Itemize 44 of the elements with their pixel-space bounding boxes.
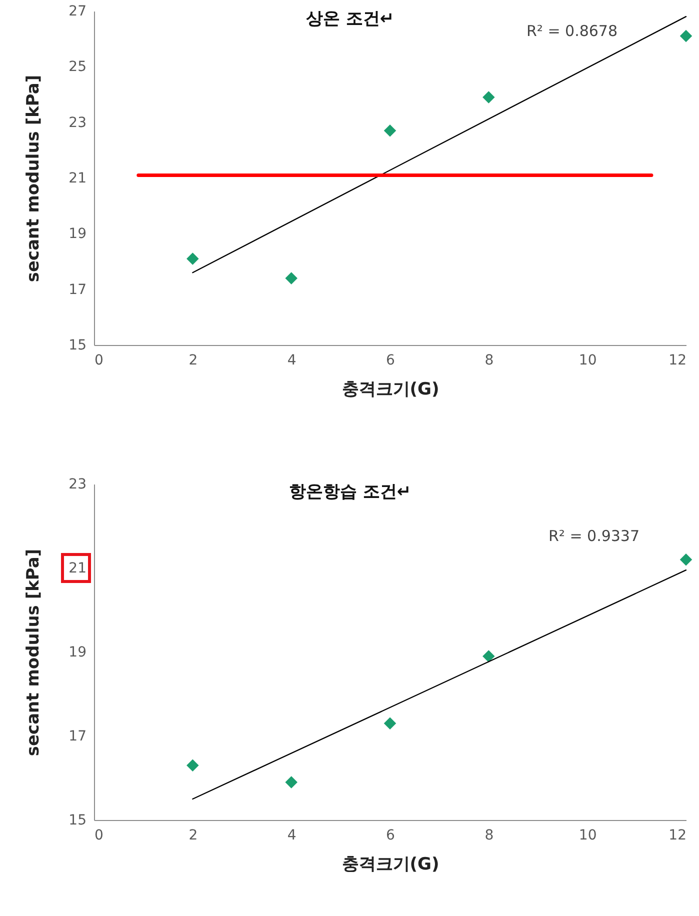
x-tick-label: 4 — [287, 828, 296, 844]
x-axis-title: 충격크기(G) — [342, 854, 440, 874]
chart-title: 상온 조건↵ — [306, 9, 394, 29]
y-axis-title: secant modulus [kPa] — [24, 548, 44, 756]
point — [482, 650, 495, 662]
x-tick-label: 4 — [287, 352, 296, 368]
y-tick-label: 23 — [68, 476, 86, 492]
point — [186, 252, 199, 265]
point — [384, 717, 396, 730]
x-tick-label: 8 — [484, 828, 494, 844]
point — [680, 30, 692, 42]
point — [285, 272, 298, 284]
y-tick-label: 17 — [68, 282, 86, 298]
y-tick-label: 19 — [68, 226, 86, 242]
point — [680, 553, 692, 566]
x-tick-label: 6 — [386, 352, 396, 368]
y-tick-label: 25 — [68, 59, 86, 76]
y-axis-title: secant modulus [kPa] — [24, 74, 44, 282]
chart-title: 항온항습 조건↵ — [288, 482, 412, 502]
y-tick-label: 19 — [68, 644, 86, 660]
point — [186, 759, 199, 772]
x-tick-label: 8 — [484, 352, 494, 368]
x-tick-label: 0 — [94, 828, 104, 844]
y-tick-label: 21 — [68, 170, 86, 186]
x-tick-label: 12 — [668, 352, 686, 368]
annotation: R² = 0.9337 — [548, 527, 640, 545]
x-tick-label: 2 — [188, 352, 198, 368]
y-tick-label: 21 — [68, 560, 86, 576]
y-tick-label: 15 — [68, 338, 86, 354]
point — [482, 91, 495, 104]
point — [285, 776, 298, 788]
x-tick-label: 6 — [386, 828, 396, 844]
x-tick-label: 10 — [578, 352, 597, 368]
annotation: R² = 0.8678 — [526, 22, 618, 40]
x-tick-label: 2 — [188, 828, 198, 844]
x-tick-label: 12 — [668, 828, 686, 844]
y-tick-label: 23 — [68, 114, 86, 131]
point — [384, 124, 396, 137]
x-axis-title: 충격크기(G) — [342, 380, 440, 400]
y-tick-label: 27 — [68, 4, 86, 20]
y-tick-label: 15 — [68, 812, 86, 828]
x-tick-label: 0 — [94, 352, 104, 368]
x-tick-label: 10 — [578, 828, 597, 844]
y-tick-label: 17 — [68, 728, 86, 744]
